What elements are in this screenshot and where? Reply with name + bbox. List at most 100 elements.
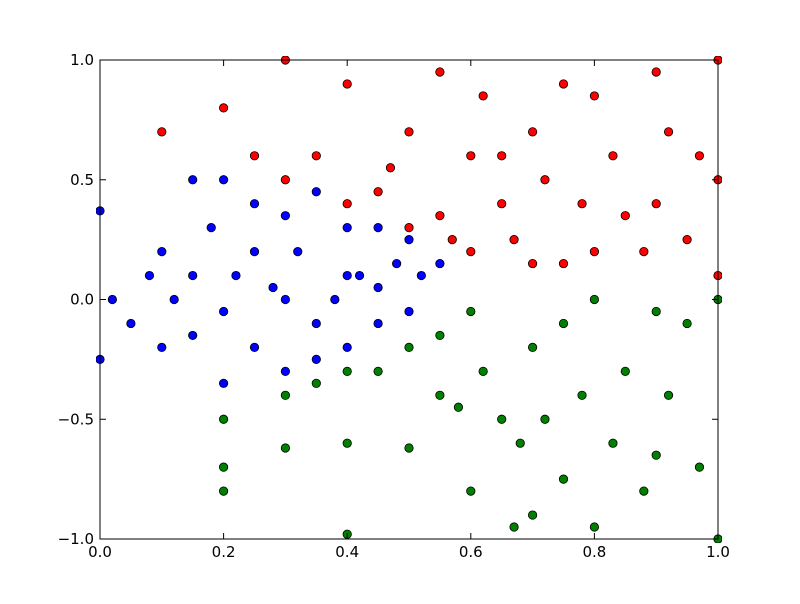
point — [466, 486, 476, 496]
point — [608, 438, 618, 448]
y-tick-label: 0.5 — [70, 171, 94, 189]
point — [651, 306, 661, 317]
point — [478, 366, 488, 376]
point — [577, 199, 587, 209]
point — [219, 103, 229, 113]
point — [293, 247, 303, 257]
point — [373, 366, 383, 376]
x-tick-label: 0.0 — [88, 543, 112, 561]
point — [219, 462, 229, 472]
point — [330, 294, 340, 305]
point — [435, 330, 445, 341]
point — [589, 247, 600, 257]
point — [373, 318, 383, 329]
point — [663, 127, 674, 137]
point — [589, 91, 600, 101]
point — [404, 127, 414, 137]
point — [280, 211, 290, 221]
point — [342, 366, 352, 376]
x-tick-label: 0.2 — [212, 543, 236, 561]
point — [188, 175, 198, 185]
point — [249, 247, 260, 257]
point — [311, 187, 321, 197]
point — [453, 402, 464, 412]
point — [157, 247, 167, 257]
point — [157, 342, 167, 352]
x-tick-label: 0.4 — [335, 543, 359, 561]
point — [249, 199, 260, 209]
point — [497, 199, 507, 209]
point — [527, 127, 538, 137]
point — [342, 79, 352, 89]
point — [663, 390, 674, 400]
point — [311, 318, 321, 329]
point — [577, 390, 587, 400]
point — [589, 522, 600, 532]
point — [447, 235, 457, 245]
point — [342, 199, 352, 209]
y-tick-label: 0.0 — [70, 291, 94, 309]
point — [416, 270, 426, 281]
point — [651, 450, 661, 460]
point — [342, 438, 352, 448]
point — [280, 175, 290, 185]
point — [435, 258, 445, 269]
point — [682, 235, 692, 245]
point — [342, 270, 352, 281]
point — [392, 258, 402, 269]
point — [354, 270, 365, 281]
point — [188, 270, 198, 281]
point — [157, 127, 167, 137]
point — [639, 247, 649, 257]
point — [126, 318, 136, 329]
point — [404, 443, 414, 453]
point — [280, 390, 290, 400]
point — [280, 366, 290, 376]
point — [404, 342, 414, 352]
y-tick-label: −0.5 — [58, 410, 94, 428]
point — [249, 342, 260, 352]
point — [497, 414, 507, 424]
point — [231, 270, 241, 281]
point — [311, 151, 321, 161]
point — [219, 486, 229, 496]
point — [107, 294, 117, 305]
x-tick-label: 1.0 — [706, 543, 730, 561]
point — [651, 199, 661, 209]
point — [268, 282, 278, 293]
point — [219, 175, 229, 185]
plot-area — [96, 56, 722, 543]
point — [249, 151, 260, 161]
point — [639, 486, 649, 496]
point — [219, 378, 229, 388]
point — [466, 247, 476, 257]
point — [558, 258, 569, 269]
point — [342, 223, 352, 233]
point — [558, 79, 569, 89]
point — [404, 306, 414, 317]
point — [219, 414, 229, 424]
x-tick-label: 0.6 — [459, 543, 483, 561]
point — [435, 67, 445, 77]
point — [404, 223, 414, 233]
point — [694, 151, 705, 161]
point — [608, 151, 618, 161]
point — [144, 270, 155, 281]
point — [527, 510, 538, 520]
y-tick-label: 1.0 — [70, 51, 94, 69]
point — [373, 187, 383, 197]
point — [311, 354, 321, 364]
point — [558, 318, 569, 329]
point — [342, 342, 352, 352]
point — [373, 223, 383, 233]
x-tick-label: 0.8 — [582, 543, 606, 561]
point — [466, 151, 476, 161]
point — [651, 67, 661, 77]
point — [589, 294, 600, 305]
point — [169, 294, 179, 305]
point — [682, 318, 692, 329]
point — [540, 414, 550, 424]
point — [620, 366, 630, 376]
point — [385, 163, 396, 173]
